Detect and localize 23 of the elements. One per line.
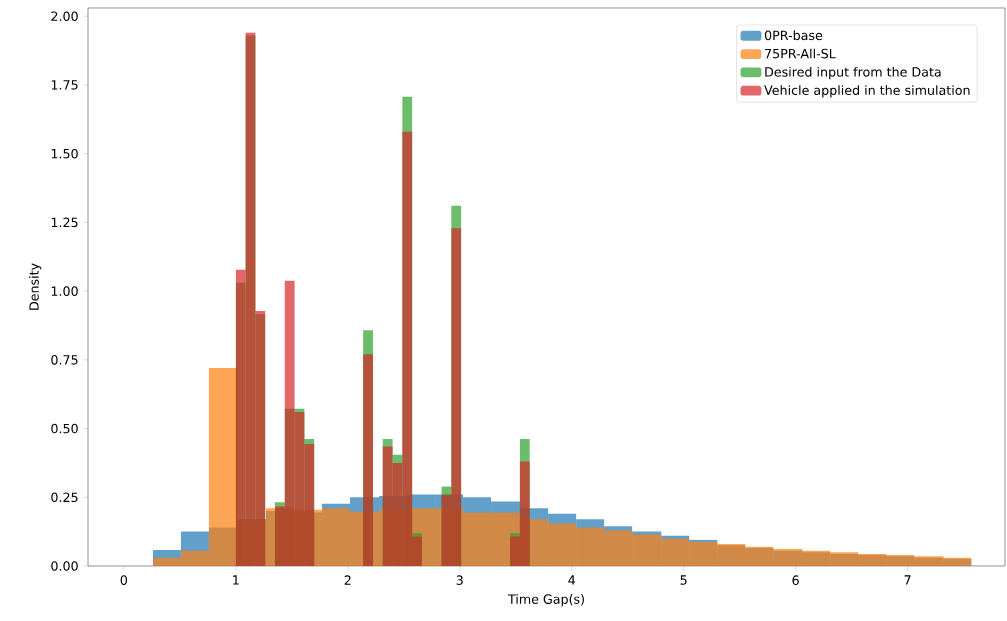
y-axis-title: Density (29, 263, 42, 310)
y-tick-label: 1.50 (51, 148, 78, 159)
x-tick-label: 3 (456, 575, 463, 585)
legend-label: 75PR-All-SL (765, 48, 836, 59)
x-tick-label: 2 (344, 575, 351, 585)
y-tick-label: 1.75 (51, 80, 78, 90)
legend-label: Vehicle applied in the simulation (764, 85, 970, 98)
x-tick-label: 4 (568, 575, 576, 585)
legend-label: 0PR-base (764, 30, 823, 41)
legend-label: Desired input from the Data (765, 66, 941, 80)
x-axis-title: Time Gap(s) (507, 594, 584, 607)
x-tick-label: 1 (233, 575, 239, 585)
y-tick-label: 0.50 (51, 423, 78, 434)
y-tick-label: 1.00 (51, 286, 78, 296)
x-tick-label: 0 (120, 575, 128, 585)
y-tick-label: 0.00 (51, 561, 78, 571)
y-tick-label: 0.75 (51, 355, 78, 365)
x-tick-label: 6 (792, 575, 799, 585)
x-tick-label: 7 (904, 575, 911, 585)
y-tick-label: 1.25 (51, 217, 78, 228)
y-tick-label: 0.25 (51, 492, 78, 503)
x-tick-label: 5 (680, 575, 687, 585)
y-tick-label: 2.00 (51, 11, 78, 22)
